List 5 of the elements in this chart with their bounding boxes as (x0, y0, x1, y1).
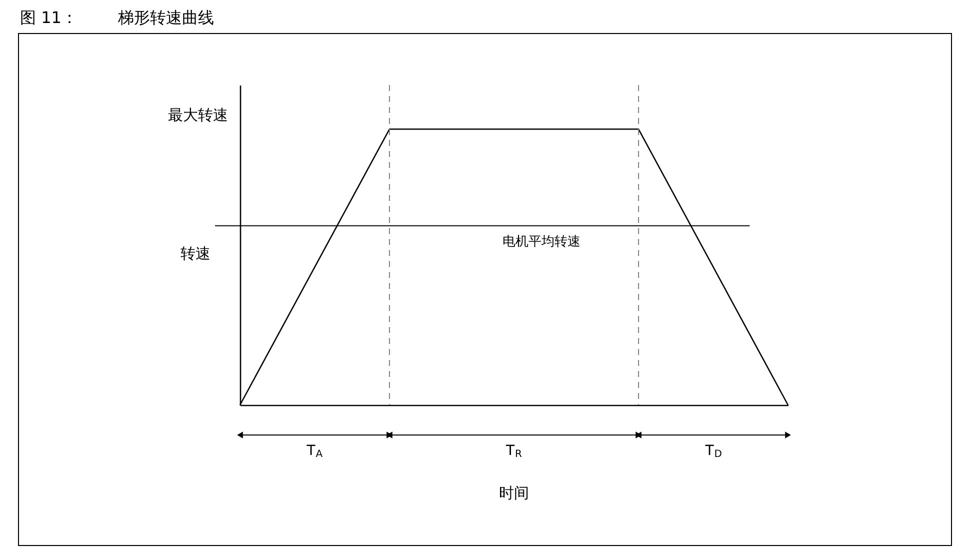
text: 最大转速 (168, 106, 228, 124)
ref-line-label: 电机平均转速 (502, 234, 580, 250)
chart-title: 图 11： 梯形转速曲线 (20, 8, 214, 29)
text: 时间 (499, 484, 529, 502)
y-axis-title: 转速 (180, 244, 210, 262)
